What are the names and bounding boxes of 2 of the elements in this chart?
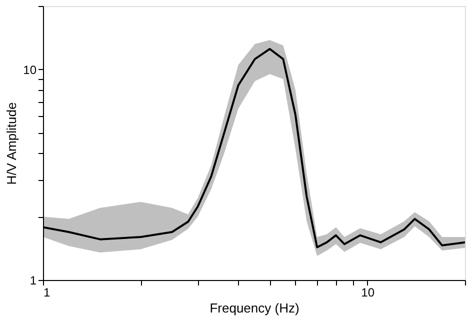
y-axis-title: H/V Amplitude (4, 102, 20, 185)
x-axis-title: Frequency (Hz) (210, 300, 300, 316)
